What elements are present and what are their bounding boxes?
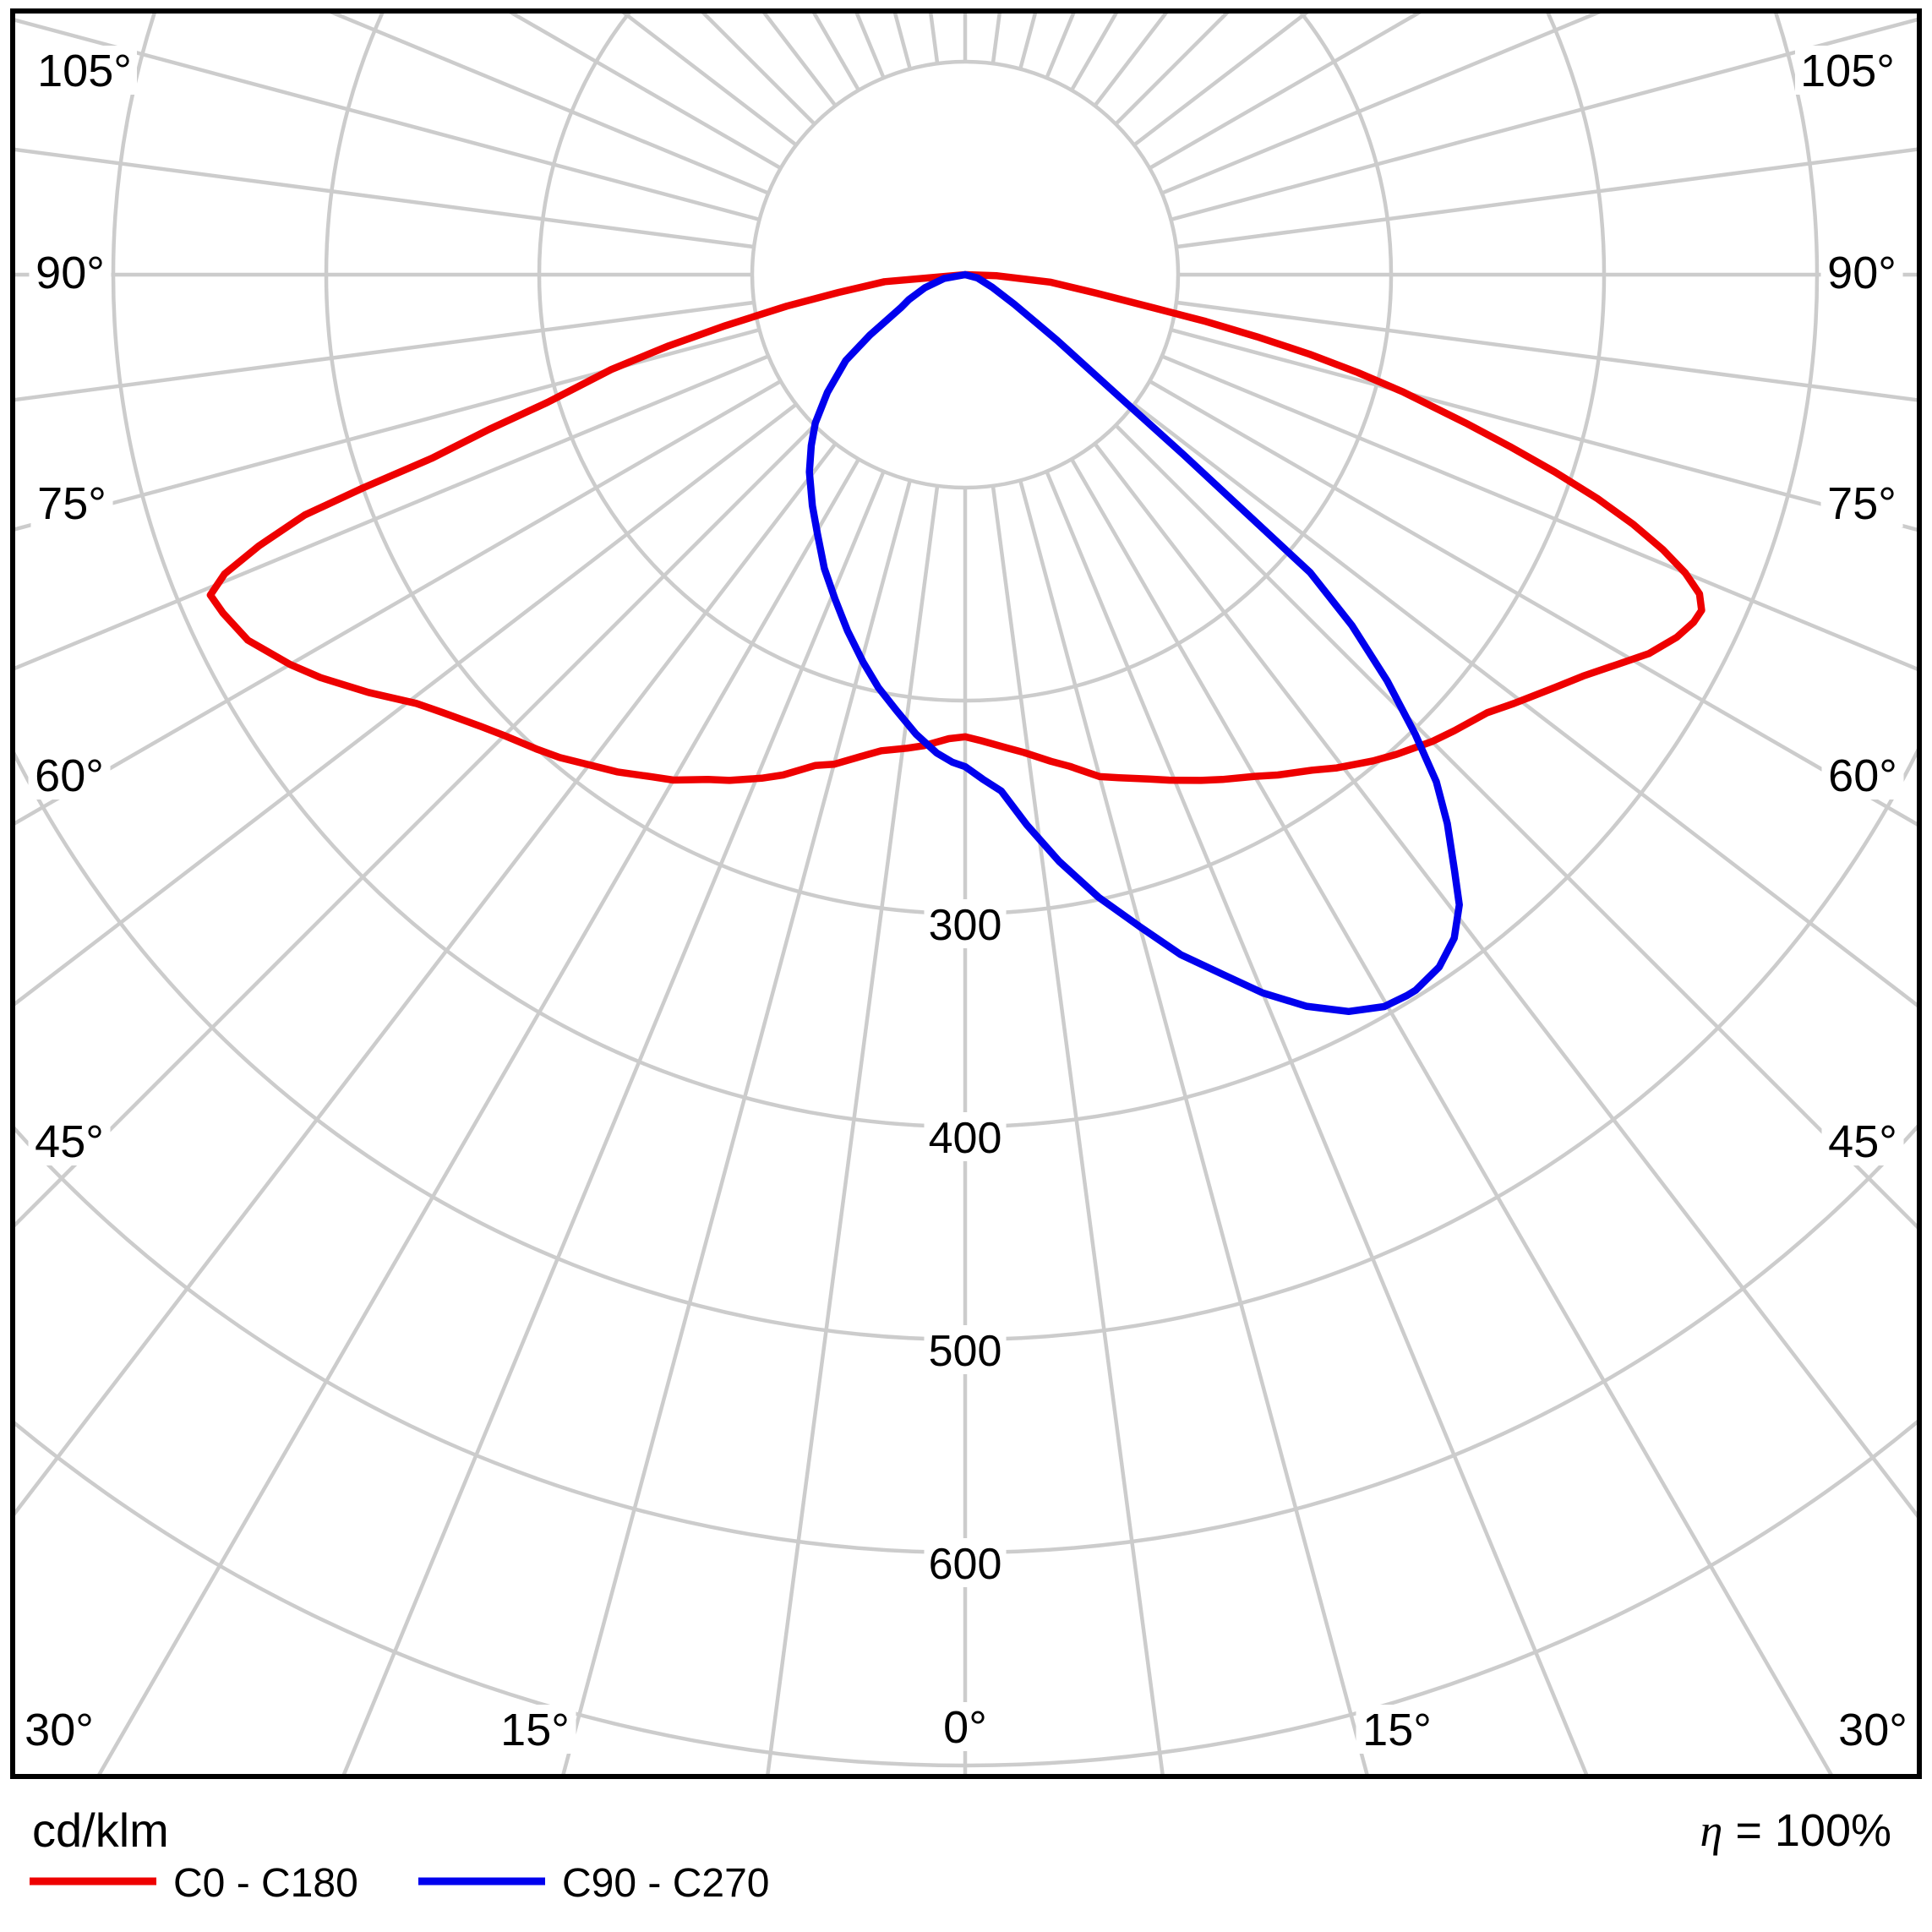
grid-spoke-82.5 — [1176, 300, 1917, 402]
angle-label-10: 45° — [1828, 1116, 1897, 1167]
grid-spoke-97.5 — [1176, 147, 1917, 249]
angle-label-0-box — [32, 46, 137, 95]
grid-spoke-247.5 — [330, 14, 770, 195]
eta-symbol: η — [1700, 1805, 1723, 1856]
radial-label-300-box — [924, 899, 1007, 948]
angle-label-13-box — [1820, 248, 1903, 297]
angle-label-14: 105° — [1800, 46, 1895, 96]
angle-label-13: 90° — [1827, 248, 1897, 298]
efficiency-label: η = 100% — [1700, 1805, 1891, 1856]
grid-spoke-285 — [15, 328, 761, 532]
grid-spoke-105 — [1170, 17, 1917, 221]
legend: C0 - C180 C90 - C270 — [30, 1861, 769, 1906]
grid-spoke-352.5 — [766, 485, 940, 1774]
angle-label-10-box — [1821, 1116, 1904, 1165]
radial-label-300: 300 — [929, 901, 1002, 950]
grid-spoke-255 — [15, 18, 761, 221]
curves — [206, 270, 1706, 1016]
angle-label-2-box — [30, 478, 113, 527]
radial-label-500-box — [924, 1325, 1007, 1374]
legend-label-c90-c270: C90 - C270 — [562, 1861, 769, 1906]
grid-spoke-330 — [97, 458, 860, 1774]
radial-label-500: 500 — [929, 1327, 1002, 1376]
grid-spoke-300 — [15, 379, 782, 826]
angle-label-1-box — [29, 248, 112, 297]
angle-label-2: 75° — [37, 478, 106, 529]
angle-label-8-box — [1356, 1705, 1438, 1754]
angle-label-4: 45° — [35, 1116, 104, 1167]
grid-spoke-322.5 — [15, 442, 838, 1516]
angle-label-6-box — [494, 1705, 576, 1754]
angle-label-4-box — [28, 1116, 111, 1165]
grid-spoke-52.5 — [1132, 402, 1917, 1007]
grid-spoke-45 — [1114, 423, 1917, 1230]
radial-label-600: 600 — [929, 1540, 1002, 1589]
legend-label-c0-c180: C0 - C180 — [173, 1861, 358, 1906]
radial-label-600-box — [924, 1538, 1007, 1587]
grid-spoke-30 — [1070, 458, 1833, 1774]
plot-border — [10, 8, 1922, 1779]
grid-spoke-75 — [1170, 328, 1917, 532]
eta-value: = 100% — [1722, 1805, 1891, 1856]
grid-spoke-292.5 — [15, 354, 770, 671]
grid-spoke-15 — [1018, 479, 1369, 1774]
curve-c0-c180 — [206, 270, 1706, 784]
grid-spoke-345 — [561, 479, 912, 1774]
grid-spoke-307.5 — [15, 402, 798, 1007]
angle-label-14-box — [1795, 46, 1900, 95]
angle-label-12: 75° — [1827, 478, 1897, 529]
grid-spoke-277.5 — [15, 300, 755, 402]
angle-label-9: 30° — [1838, 1705, 1907, 1755]
angle-label-3: 60° — [35, 750, 104, 801]
angle-label-8: 15° — [1362, 1705, 1432, 1755]
angle-label-6: 15° — [500, 1705, 570, 1755]
grid-spoke-67.5 — [1160, 354, 1917, 671]
angle-label-5: 30° — [25, 1705, 94, 1755]
angle-label-1: 90° — [35, 248, 105, 298]
grid-spoke-112.5 — [1160, 14, 1601, 195]
grid-spoke-262.5 — [15, 147, 755, 249]
angle-label-12-box — [1820, 478, 1903, 527]
curve-c90-c270 — [805, 270, 1463, 1016]
grid-spoke-37.5 — [1093, 442, 1917, 1519]
units-label: cd/klm — [32, 1804, 169, 1857]
angle-label-11-box — [1821, 750, 1904, 800]
angle-label-7: 0° — [943, 1702, 987, 1753]
angle-label-5-box — [18, 1705, 101, 1754]
radial-label-400-box — [924, 1112, 1007, 1161]
radial-label-400: 400 — [929, 1114, 1002, 1163]
grid-spoke-7.5 — [991, 485, 1165, 1774]
angle-label-11: 60° — [1828, 750, 1897, 801]
angle-label-0: 105° — [37, 46, 132, 96]
grid-labels: 105° 90° 75° 60° 45° 30° 15° 0° 15° 30° 45° 60° 75° 9… — [18, 46, 1914, 1755]
angle-label-9-box — [1831, 1705, 1914, 1754]
angle-label-7-box — [936, 1702, 995, 1751]
angle-label-3-box — [28, 750, 111, 800]
grid-spoke-60 — [1149, 379, 1917, 827]
grid-spoke-315 — [15, 423, 816, 1228]
